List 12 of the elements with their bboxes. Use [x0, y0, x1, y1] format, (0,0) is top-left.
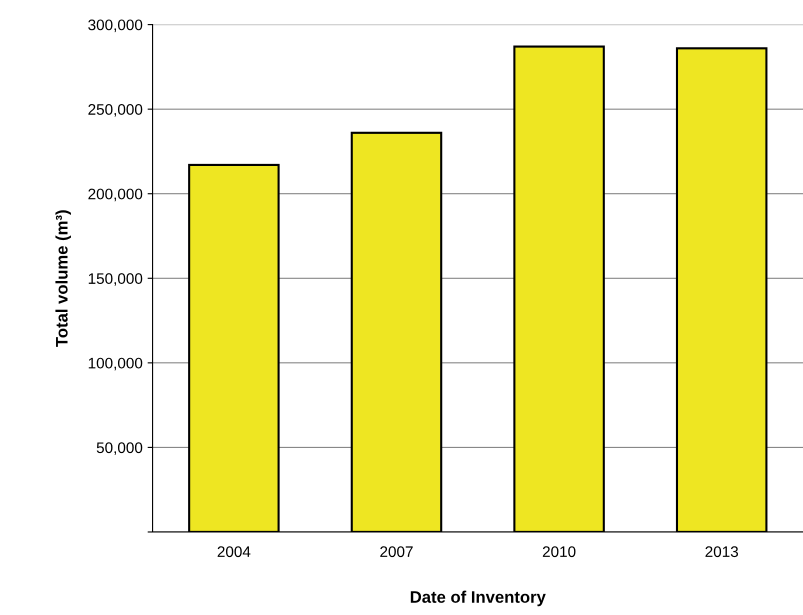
y-tick-label: 100,000: [88, 358, 142, 370]
x-tick-label: 2013: [705, 546, 738, 558]
x-tick-label: 2010: [542, 546, 576, 558]
x-tick-label: 2007: [380, 546, 413, 558]
y-tick-label: 150,000: [88, 273, 142, 286]
x-tick-label: 2004: [218, 546, 250, 558]
y-tick-label: 300,000: [88, 19, 142, 32]
y-tick-label: 200,000: [88, 188, 142, 202]
x-axis-title: Date of Inventory: [410, 590, 546, 606]
y-tick-label: 50,000: [96, 442, 142, 455]
y-tick-label: 250,000: [88, 104, 142, 117]
y-axis-title: Total volume (m³): [55, 210, 71, 347]
